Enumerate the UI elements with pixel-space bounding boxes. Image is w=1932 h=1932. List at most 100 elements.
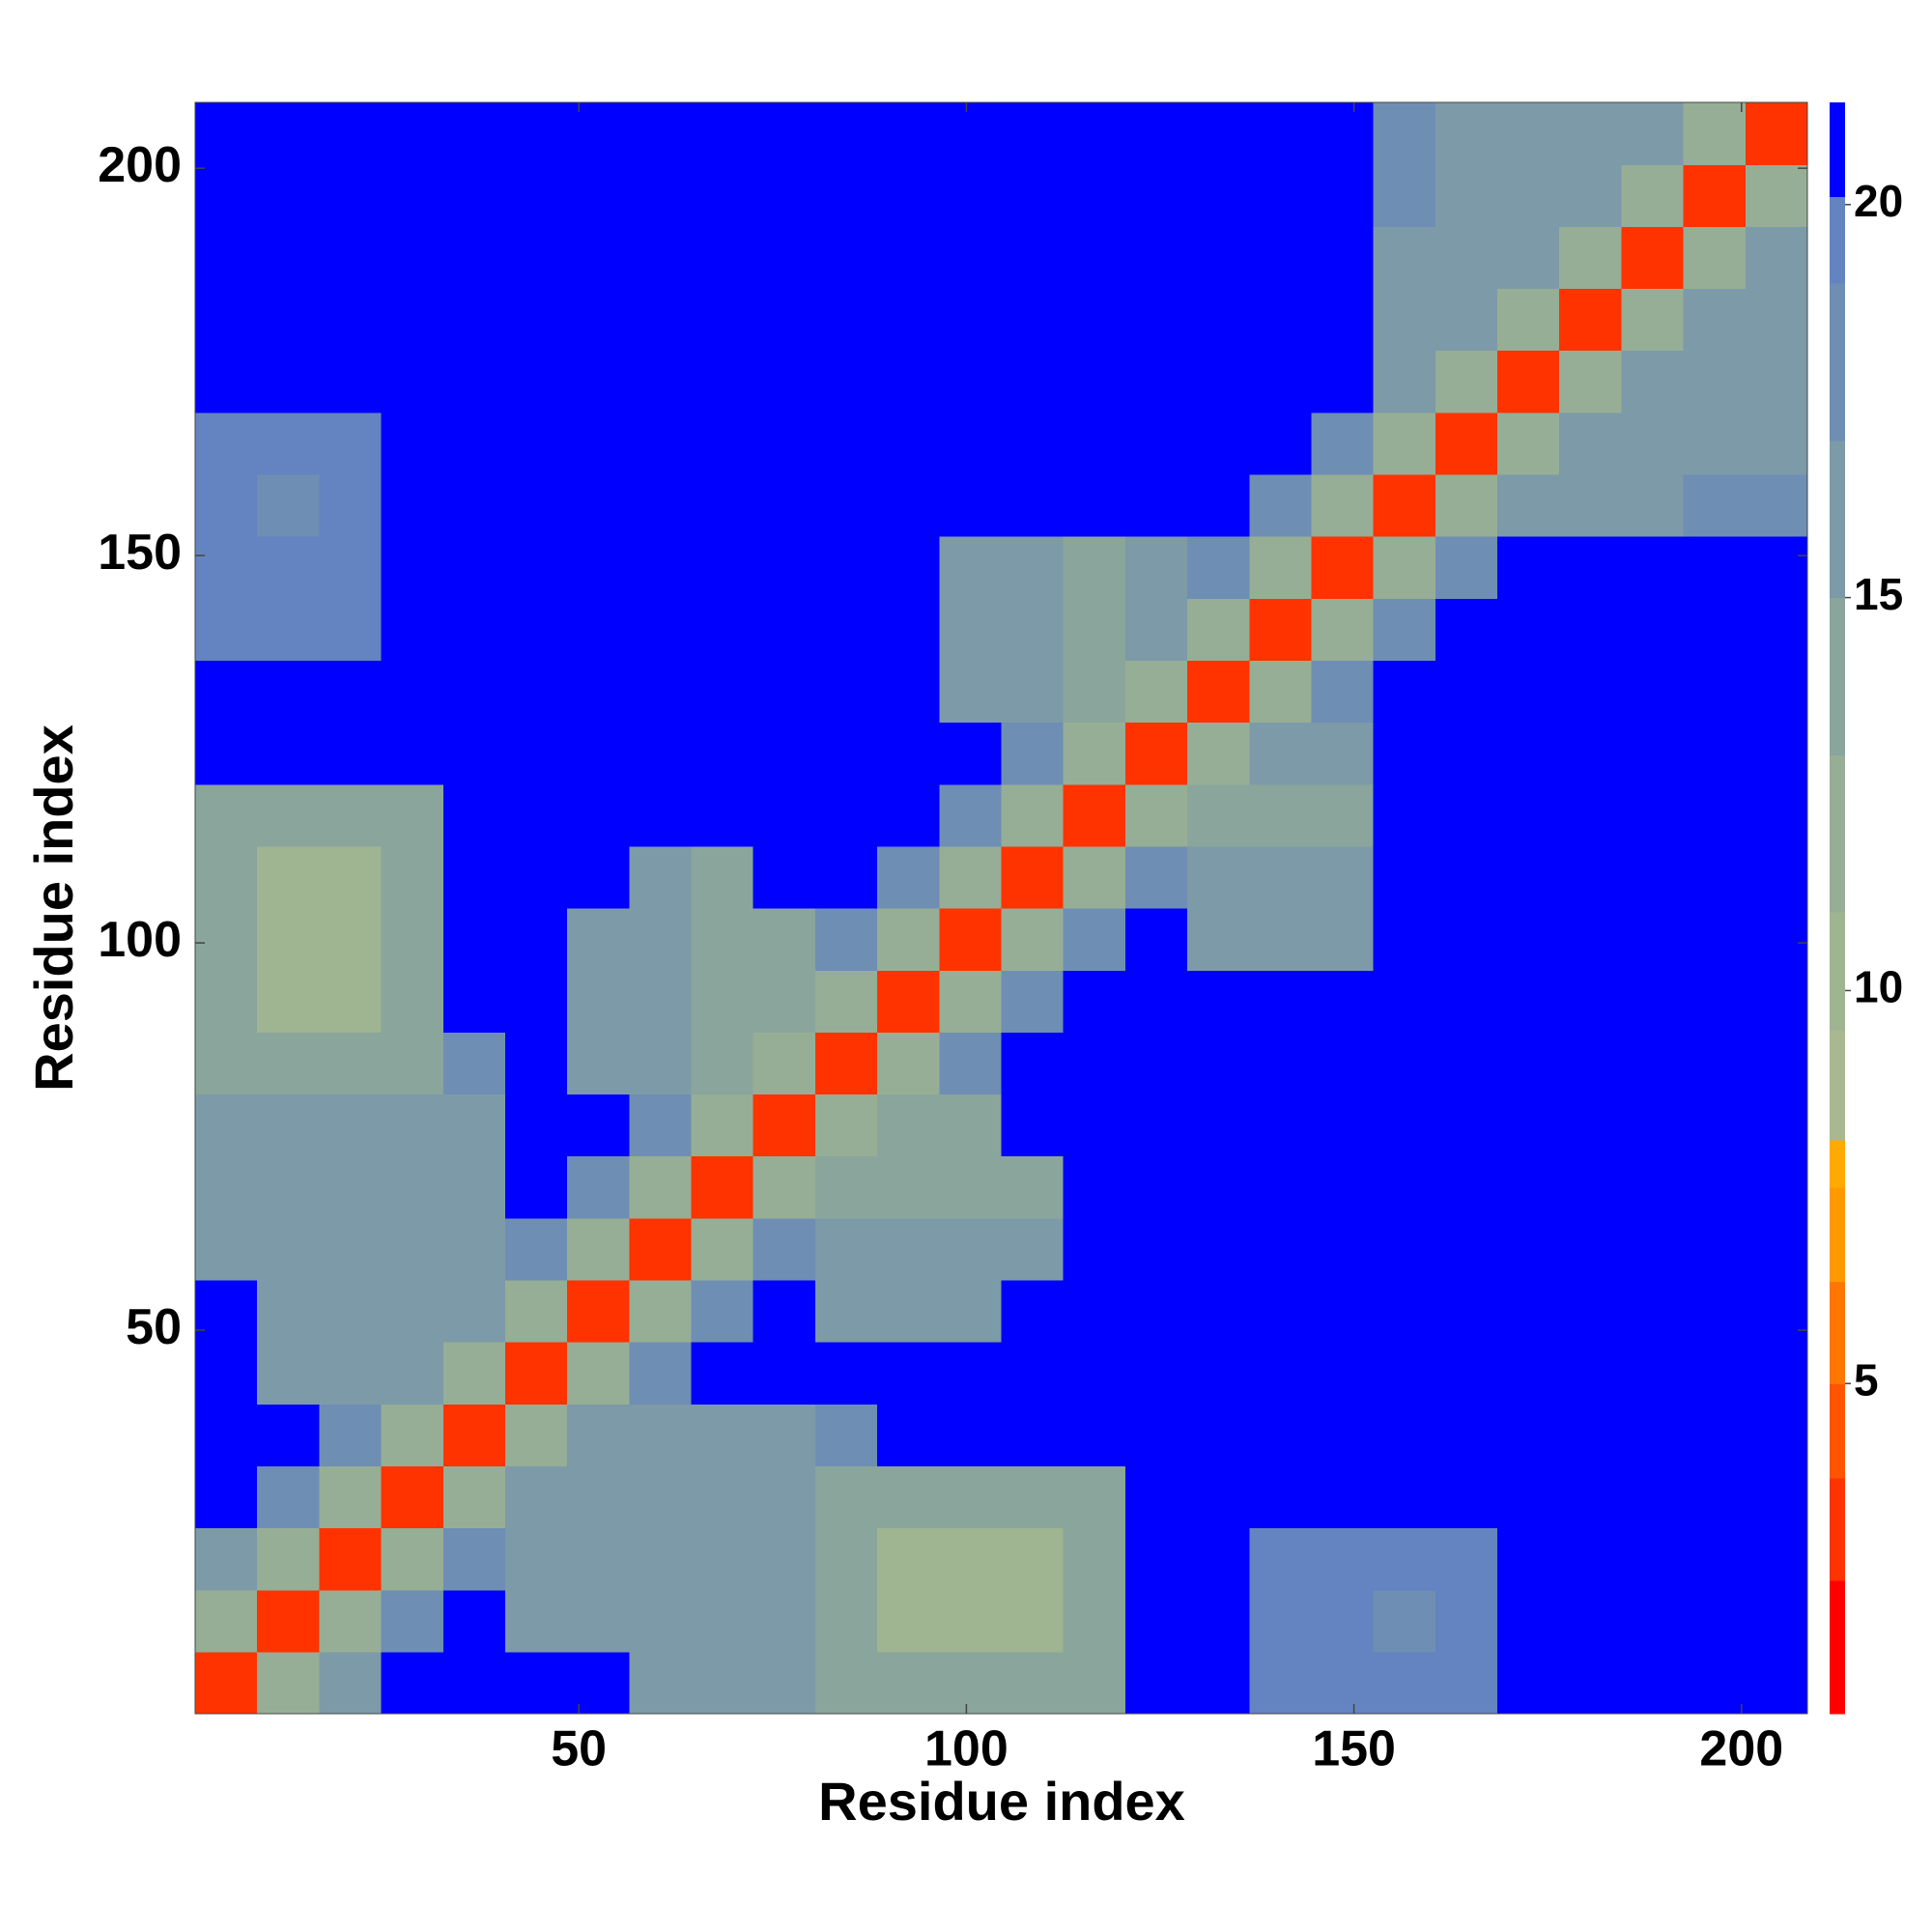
cell	[877, 908, 940, 971]
cell	[1435, 1651, 1498, 1715]
cell	[567, 536, 630, 599]
cell	[1621, 350, 1685, 413]
cell	[1311, 1217, 1375, 1281]
cell	[195, 1279, 258, 1343]
cell	[567, 1094, 630, 1157]
cell	[939, 598, 1003, 661]
cell	[504, 226, 568, 290]
cell	[939, 164, 1003, 227]
cell	[1497, 1589, 1560, 1653]
cell	[1559, 783, 1623, 847]
cell	[1249, 164, 1313, 227]
cell	[877, 473, 940, 537]
cell	[195, 473, 258, 537]
cell	[814, 660, 878, 724]
cell	[691, 1465, 754, 1529]
cell	[1124, 1032, 1188, 1095]
cell	[691, 598, 754, 661]
cell	[1373, 1155, 1436, 1219]
cell	[567, 1155, 630, 1219]
colorbar-segment	[1830, 754, 1845, 913]
cell	[1373, 350, 1436, 413]
cell	[195, 1589, 258, 1653]
cell	[1683, 1404, 1747, 1466]
colorbar-segment	[1830, 597, 1845, 755]
cell	[1435, 722, 1498, 785]
cell	[442, 1651, 506, 1715]
cell	[1621, 1527, 1685, 1591]
cell	[257, 1279, 320, 1343]
cell	[319, 1527, 383, 1591]
cell	[1559, 1527, 1623, 1591]
cell	[1559, 226, 1623, 290]
cell	[567, 102, 630, 165]
cell	[753, 598, 816, 661]
cell	[1683, 350, 1747, 413]
cell	[629, 288, 693, 352]
cell	[257, 660, 320, 724]
cell	[939, 1342, 1003, 1405]
cell	[1745, 288, 1808, 352]
cell	[1124, 908, 1188, 971]
cell	[442, 1217, 506, 1281]
cell	[1311, 1527, 1375, 1591]
cell	[1187, 164, 1250, 227]
cell	[691, 288, 754, 352]
cell	[567, 164, 630, 227]
cell	[1745, 970, 1808, 1033]
cell	[1124, 164, 1188, 227]
cell	[629, 164, 693, 227]
cell	[1497, 226, 1560, 290]
cell	[629, 783, 693, 847]
cell	[877, 1527, 940, 1591]
cell	[1311, 1589, 1375, 1653]
cell	[381, 102, 444, 165]
cell	[1311, 102, 1375, 165]
colorbar-tick-label: 5	[1854, 1354, 1879, 1405]
cell	[1497, 845, 1560, 909]
cell	[1187, 473, 1250, 537]
cell	[1001, 226, 1065, 290]
cell	[319, 1155, 383, 1219]
cell	[1311, 412, 1375, 475]
cell	[1497, 102, 1560, 165]
cell	[1187, 1155, 1250, 1219]
cell	[257, 970, 320, 1033]
cell	[257, 226, 320, 290]
cell	[1373, 164, 1436, 227]
cell	[753, 226, 816, 290]
cell	[1124, 1094, 1188, 1157]
cell	[691, 660, 754, 724]
cell	[257, 598, 320, 661]
cell	[691, 1032, 754, 1095]
cell	[1001, 1342, 1065, 1405]
cell	[504, 1465, 568, 1529]
cell	[257, 1527, 320, 1591]
cell	[1559, 660, 1623, 724]
colorbar-tick-label: 15	[1854, 569, 1903, 619]
cell	[567, 1404, 630, 1466]
cell	[1745, 164, 1808, 227]
cell	[257, 1404, 320, 1466]
cell	[442, 660, 506, 724]
cell	[1373, 783, 1436, 847]
cell	[319, 970, 383, 1033]
colorbar-segment	[1830, 1477, 1845, 1581]
cell	[629, 722, 693, 785]
cell	[1187, 350, 1250, 413]
cell	[567, 1217, 630, 1281]
cell	[442, 226, 506, 290]
cell	[1187, 908, 1250, 971]
cell	[442, 1404, 506, 1466]
cell	[504, 102, 568, 165]
cell	[753, 1404, 816, 1466]
cell	[1124, 288, 1188, 352]
cell	[1559, 350, 1623, 413]
cell	[381, 350, 444, 413]
cell	[691, 970, 754, 1033]
cell	[195, 845, 258, 909]
cell	[442, 473, 506, 537]
cell	[814, 1404, 878, 1466]
cell	[753, 1279, 816, 1343]
cell	[1435, 473, 1498, 537]
